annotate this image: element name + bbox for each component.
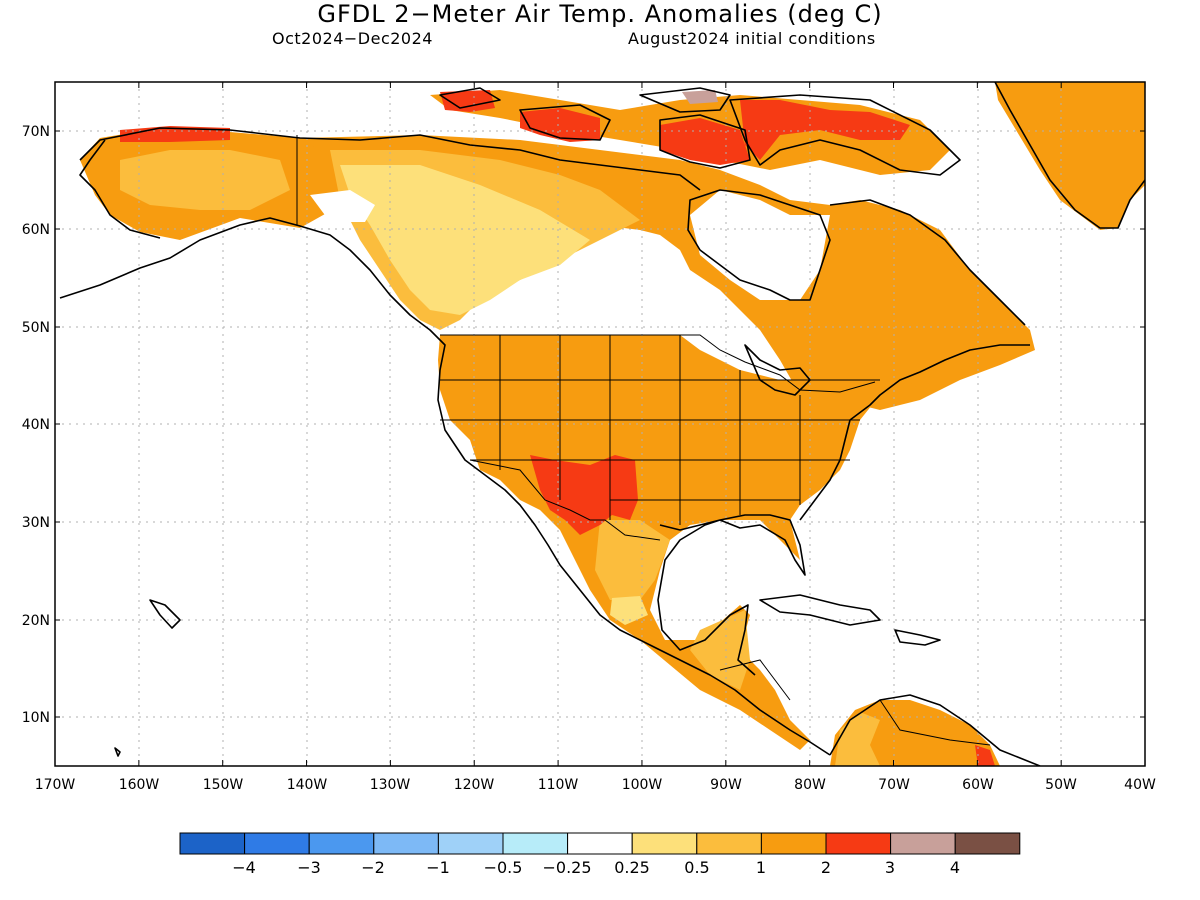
lon-label-80w: 80W — [794, 777, 826, 793]
central-america-light — [690, 610, 750, 690]
colorbar-label: −0.5 — [484, 858, 523, 877]
colorbar-swatch — [567, 832, 633, 855]
yukon-pale — [340, 165, 590, 315]
colorbar-label: 0.5 — [684, 858, 709, 877]
lat-label-50n: 50N — [22, 320, 50, 336]
lon-label-170w: 170W — [35, 777, 76, 793]
colorbar-label: 1 — [756, 858, 766, 877]
lon-label-150w: 150W — [203, 777, 244, 793]
colorbar-labels: −4 −3 −2 −1 −0.5 −0.25 0.25 0.5 1 2 3 4 — [232, 858, 960, 877]
anomaly-fields — [80, 82, 1145, 766]
colorbar-swatch — [244, 832, 310, 855]
yukon-neutral — [310, 190, 375, 222]
colorbar-label: 0.25 — [614, 858, 650, 877]
arctic-extreme — [682, 90, 718, 104]
colorbar-label: 4 — [950, 858, 960, 877]
colorbar-label: −4 — [232, 858, 256, 877]
colorbar-label: −3 — [297, 858, 321, 877]
lon-label-50w: 50W — [1045, 777, 1077, 793]
initial-conditions: August2024 initial conditions — [628, 29, 876, 48]
colorbar-swatch — [696, 832, 762, 855]
colorbar-swatch — [437, 832, 504, 855]
colorbar-swatch — [954, 832, 1021, 855]
lon-label-130w: 130W — [370, 777, 411, 793]
colorbar-swatch — [890, 832, 956, 855]
colorbar-swatch — [308, 832, 375, 855]
forecast-period: Oct2024−Dec2024 — [272, 29, 433, 48]
lon-label-70w: 70W — [878, 777, 910, 793]
colorbar-swatch — [825, 832, 892, 855]
southwest-us-hot — [530, 455, 638, 535]
lat-label-20n: 20N — [22, 613, 50, 629]
colorbar-swatch — [502, 832, 569, 855]
lon-label-100w: 100W — [622, 777, 663, 793]
lon-label-110w: 110W — [538, 777, 579, 793]
colorbar-label: −0.25 — [542, 858, 591, 877]
lon-label-160w: 160W — [119, 777, 160, 793]
colorbar — [179, 832, 1021, 855]
lat-label-10n: 10N — [22, 710, 50, 726]
mexico-pale — [610, 596, 648, 625]
latitude-labels: 70N 60N 50N 40N 30N 20N 10N — [22, 124, 50, 726]
lon-label-90w: 90W — [710, 777, 742, 793]
lon-label-120w: 120W — [454, 777, 495, 793]
lon-label-140w: 140W — [287, 777, 328, 793]
colorbar-label: −2 — [361, 858, 385, 877]
colorbar-swatch — [373, 832, 439, 855]
borders — [296, 135, 991, 746]
map-title: GFDL 2−Meter Air Temp. Anomalies (deg C) — [317, 0, 883, 28]
arctic-hot-4 — [740, 100, 910, 160]
colorbar-swatch — [631, 832, 698, 855]
lon-label-40w: 40W — [1124, 777, 1156, 793]
lat-label-60n: 60N — [22, 222, 50, 238]
colorbar-swatch — [760, 832, 827, 855]
lat-label-40n: 40N — [22, 417, 50, 433]
arctic-hot-1 — [440, 90, 495, 112]
colorbar-swatch — [179, 832, 246, 855]
longitude-labels: 170W 160W 150W 140W 130W 120W 110W 100W … — [35, 777, 1156, 793]
quebec-anomaly — [820, 205, 1030, 390]
south-america-hot — [975, 745, 995, 766]
lat-label-70n: 70N — [22, 124, 50, 140]
colorbar-label: −1 — [426, 858, 450, 877]
graticule — [55, 82, 1145, 766]
arctic-hot-3 — [660, 118, 750, 165]
axis-ticks — [54, 82, 1146, 766]
colorbar-label: 2 — [821, 858, 831, 877]
texas-light — [595, 520, 670, 600]
alaska-light — [120, 150, 290, 210]
hudson-bay-neutral — [690, 190, 830, 300]
lat-label-30n: 30N — [22, 515, 50, 531]
coastlines — [59, 82, 1145, 766]
greenland-anomaly — [995, 82, 1145, 230]
arctic-hot-2 — [520, 108, 600, 142]
colorbar-label: 3 — [885, 858, 895, 877]
lon-label-60w: 60W — [962, 777, 994, 793]
